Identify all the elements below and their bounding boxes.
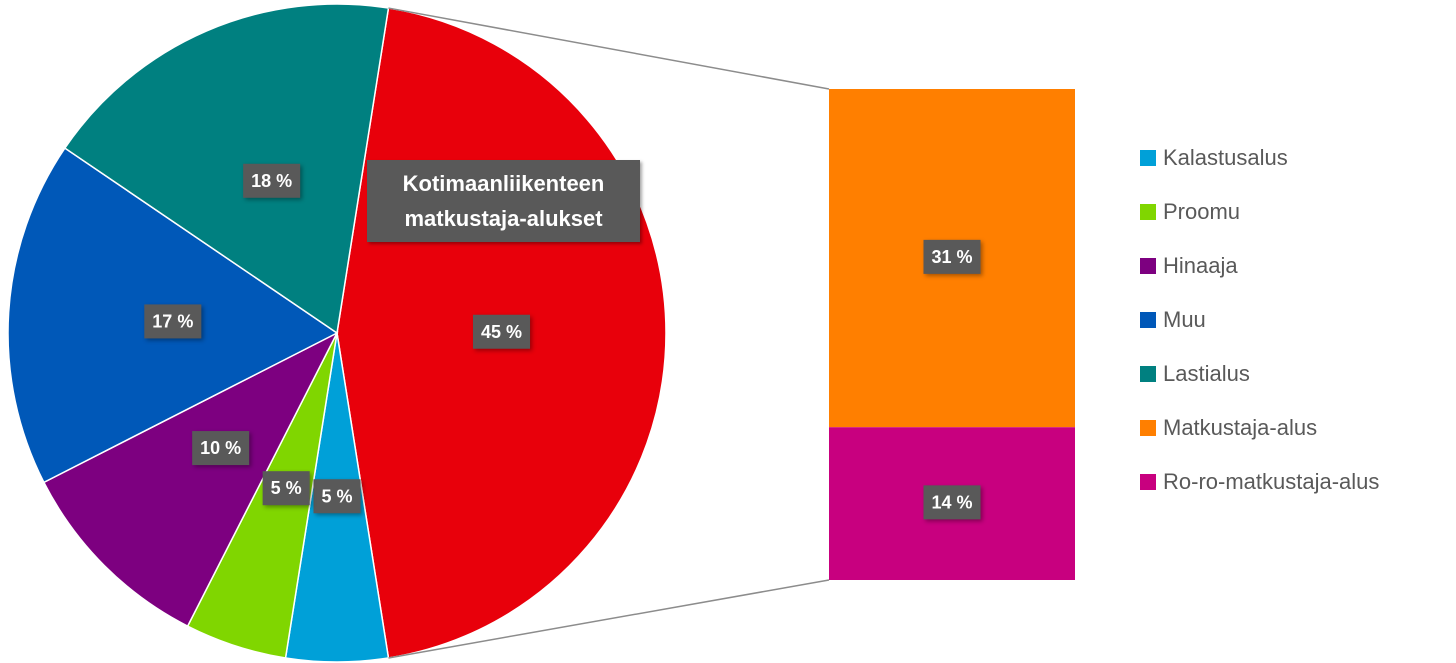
- legend-label: Muu: [1163, 307, 1206, 332]
- data-label-text: 17 %: [152, 311, 193, 331]
- pie-slice: [63, 3, 390, 335]
- legend-swatch: [1140, 420, 1156, 436]
- legend-label: Proomu: [1163, 199, 1240, 224]
- data-label-text: 5 %: [321, 486, 352, 506]
- combined-slice-label: Kotimaanliikenteen matkustaja-alukset: [367, 160, 640, 242]
- legend-label: Hinaaja: [1163, 253, 1238, 278]
- legend-swatch: [1140, 474, 1156, 490]
- legend-label: Ro-ro-matkustaja-alus: [1163, 469, 1379, 494]
- data-label-box: [923, 239, 981, 274]
- data-label-text: 31 %: [931, 247, 972, 267]
- connector-line: [388, 579, 830, 659]
- legend-swatch: [1140, 150, 1156, 166]
- legend-swatch: [1140, 204, 1156, 220]
- legend-label: Kalastusalus: [1163, 145, 1288, 170]
- legend-label: Lastialus: [1163, 361, 1250, 386]
- legend-swatch: [1140, 312, 1156, 328]
- data-label: 5 %: [313, 479, 361, 514]
- pie-slice: [42, 331, 339, 628]
- legend-swatch: [1140, 258, 1156, 274]
- data-label: 14 %: [923, 485, 981, 520]
- data-label: 31 %: [923, 239, 981, 274]
- legend-swatch: [1140, 366, 1156, 382]
- data-label: 45 %: [472, 314, 531, 349]
- data-label: 18 %: [243, 163, 301, 198]
- data-label-text: 45 %: [481, 322, 522, 342]
- data-label-text: 5 %: [271, 478, 302, 498]
- data-label-box: [144, 304, 202, 339]
- data-label: 17 %: [144, 304, 202, 339]
- data-label-text: 10 %: [200, 438, 241, 458]
- data-label-box: [262, 471, 310, 506]
- data-label-box: [243, 163, 301, 198]
- data-label-box: [923, 485, 981, 520]
- data-label-text: 14 %: [931, 492, 972, 512]
- data-label: 10 %: [192, 431, 250, 466]
- data-label-box: [472, 314, 531, 349]
- connector-line: [388, 7, 830, 90]
- data-label: 5 %: [262, 471, 310, 506]
- data-label-text: 18 %: [251, 171, 292, 191]
- data-label-box: [192, 431, 250, 466]
- data-label-box: [313, 479, 361, 514]
- legend-label: Matkustaja-alus: [1163, 415, 1317, 440]
